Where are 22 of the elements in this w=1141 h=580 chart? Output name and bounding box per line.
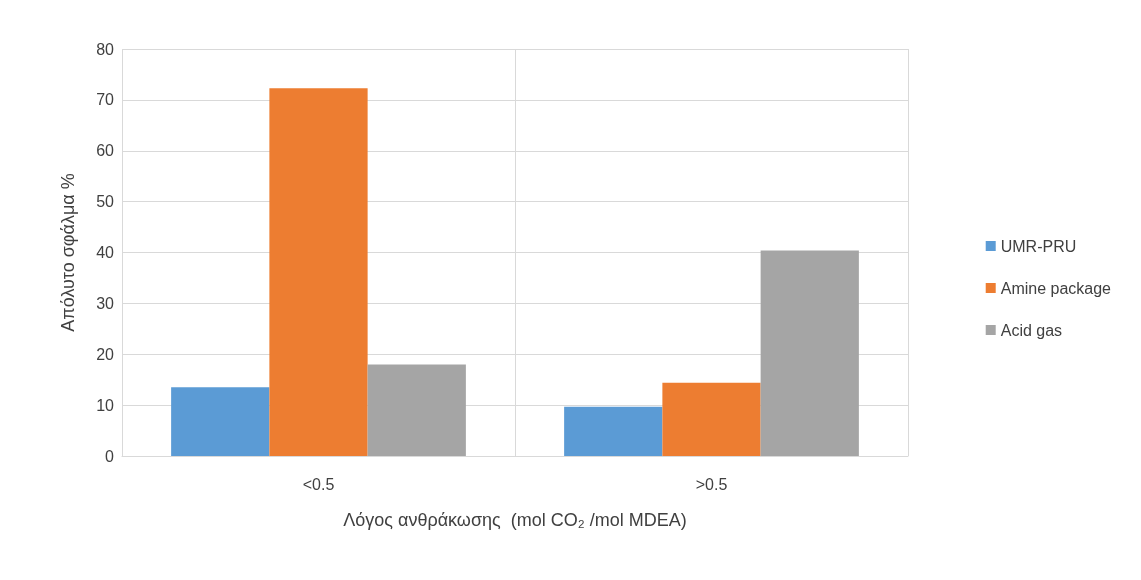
y-tick-label: 50: [96, 193, 115, 211]
y-tick-label: 30: [96, 294, 115, 312]
y-tick-label: 0: [105, 447, 115, 465]
legend-label: Amine package: [1000, 279, 1112, 297]
bar: [269, 88, 368, 456]
legend-label: Acid gas: [1000, 321, 1063, 339]
y-tick-label: 40: [96, 244, 115, 261]
bar: [564, 406, 663, 456]
y-tick-label: 20: [96, 345, 115, 363]
bar: [760, 250, 859, 456]
y-axis-title: Απόλυτο σφάλμα %: [58, 173, 78, 332]
y-tick-label: 70: [96, 91, 115, 109]
legend-label: UMR-PRU: [1000, 237, 1077, 255]
x-axis-title: Λόγος ανθράκωσης (mol CO₂ /mol MDEA): [343, 510, 687, 530]
y-tick-label: 60: [96, 142, 115, 160]
bar: [171, 387, 270, 456]
x-tick-label: >0.5: [695, 475, 728, 493]
bar: [662, 382, 761, 456]
bar: [367, 364, 466, 456]
x-tick-label: <0.5: [302, 475, 335, 493]
y-tick-label: 80: [96, 40, 115, 58]
y-tick-label: 10: [96, 396, 115, 414]
